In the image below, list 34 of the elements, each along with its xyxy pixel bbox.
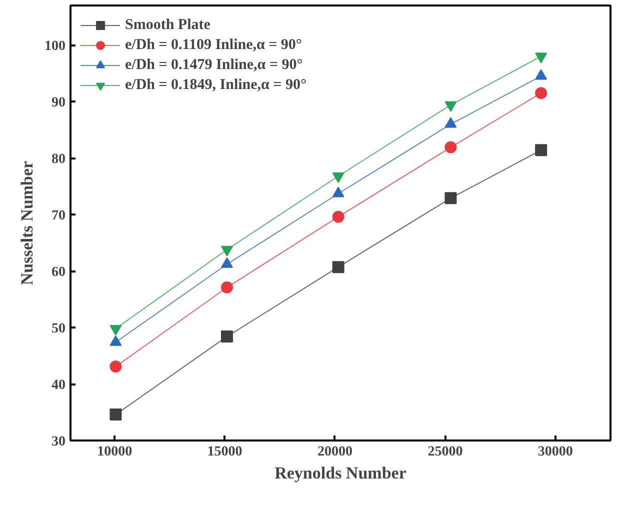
point bbox=[444, 141, 457, 154]
legend-label: e/Dh = 0.1109 Inline,α = 90° bbox=[125, 36, 302, 54]
x-tick-label: 20000 bbox=[317, 444, 352, 460]
point bbox=[220, 281, 233, 294]
y-tick-label: 60 bbox=[52, 265, 66, 280]
point bbox=[110, 324, 122, 336]
point bbox=[535, 87, 548, 100]
legend-label: Smooth Plate bbox=[125, 16, 210, 34]
x-tick-label: 30000 bbox=[538, 444, 573, 460]
point bbox=[535, 52, 548, 64]
point bbox=[220, 330, 233, 343]
y-tick-label: 70 bbox=[52, 208, 66, 224]
point bbox=[332, 172, 344, 183]
point bbox=[110, 360, 122, 372]
x-tick-label: 10000 bbox=[97, 444, 132, 460]
x-tick-label: 25000 bbox=[428, 444, 463, 460]
y-tick-label: 100 bbox=[44, 39, 66, 54]
y-tick-label: 90 bbox=[52, 96, 66, 111]
y-tick-label: 80 bbox=[52, 152, 66, 168]
y-axis-title: Nusselts Number bbox=[18, 160, 36, 286]
point bbox=[444, 101, 457, 112]
point bbox=[220, 246, 233, 256]
legend-label: e/Dh = 0.1849, Inline,α = 90° bbox=[125, 76, 306, 94]
x-axis-title: Reynolds Number bbox=[274, 464, 407, 482]
y-tick-label: 30 bbox=[52, 434, 66, 450]
point bbox=[110, 408, 122, 421]
point bbox=[332, 261, 344, 274]
legend-label: e/Dh = 0.1479 Inline,α = 90° bbox=[125, 56, 303, 74]
x-tick-label: 15000 bbox=[207, 444, 242, 460]
point bbox=[535, 144, 548, 156]
y-tick-label: 40 bbox=[52, 378, 66, 394]
point bbox=[444, 192, 457, 204]
y-tick-label: 50 bbox=[52, 322, 66, 337]
point bbox=[332, 210, 344, 223]
